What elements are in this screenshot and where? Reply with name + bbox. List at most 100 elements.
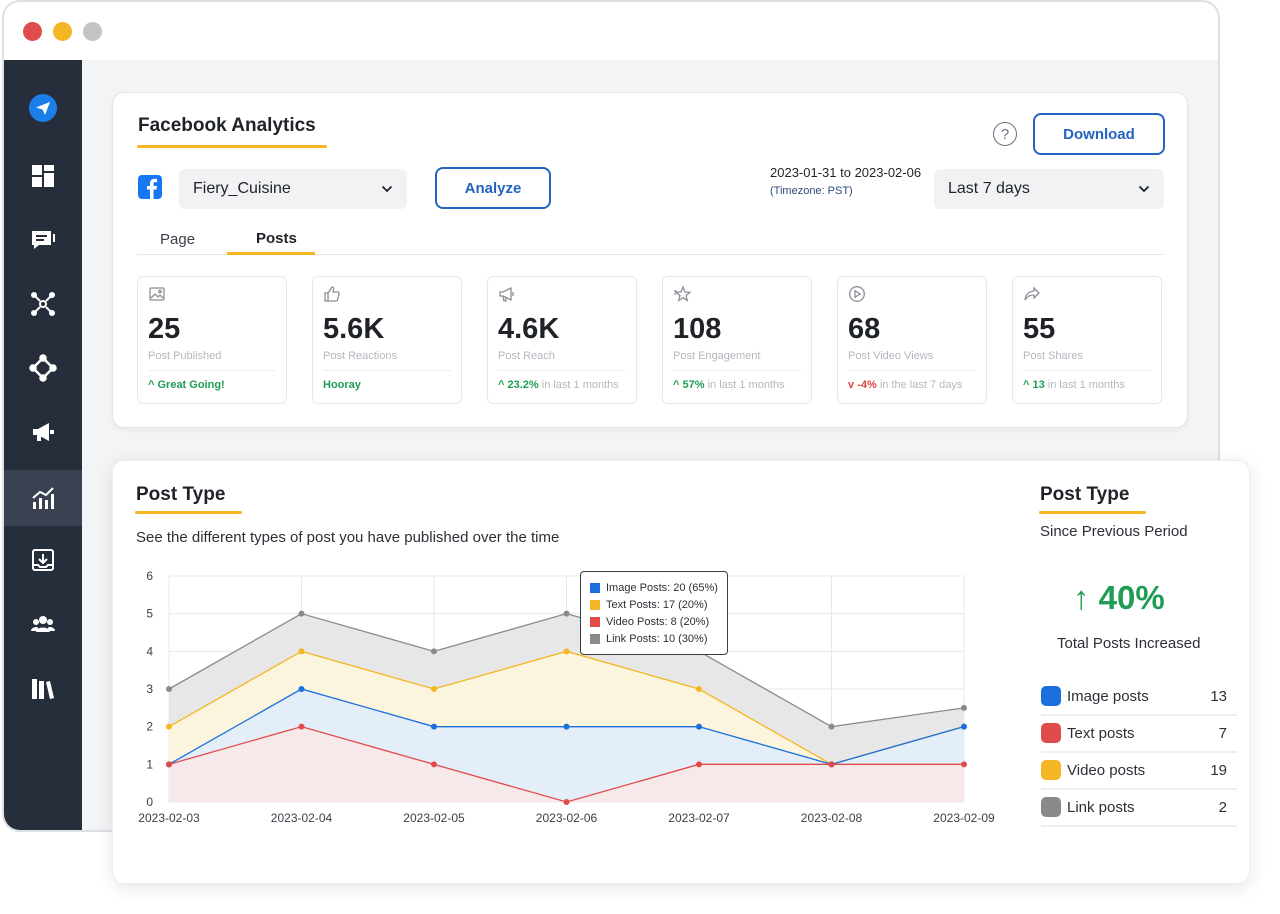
stat-trend: ^ 57% in last 1 months <box>673 379 785 391</box>
tooltip-video-posts: Video Posts: 8 (20%) <box>606 615 710 628</box>
y-tick-label: 3 <box>146 682 153 696</box>
video-posts-swatch <box>590 616 600 627</box>
post-type-area-chart: 0 1 2 3 4 5 6 2023-02-03 2023-02-04 2023-02-05 202… <box>138 569 995 825</box>
trend-up-icon: ^ <box>1023 379 1033 391</box>
megaphone-icon <box>498 285 516 303</box>
data-point <box>298 648 305 655</box>
stat-divider <box>323 370 451 371</box>
stat-value: 25 <box>148 313 181 345</box>
x-tick-label: 2023-02-06 <box>536 811 598 825</box>
analytics-icon[interactable] <box>4 470 82 526</box>
summary-legend-row: Text posts 7 <box>1041 717 1237 753</box>
legend-count: 19 <box>1210 762 1227 779</box>
facebook-analytics-card: Facebook Analytics ? Download Fiery_Cuis… <box>112 92 1188 428</box>
stat-trend: ^ 23.2% in last 1 months <box>498 379 619 391</box>
image-posts-swatch <box>590 582 600 593</box>
messages-icon[interactable] <box>4 212 82 268</box>
tab-posts[interactable]: Posts <box>256 230 297 247</box>
chart-tooltip: Image Posts: 20 (65%) Text Posts: 17 (20… <box>580 571 728 655</box>
x-tick-label: 2023-02-05 <box>403 811 465 825</box>
data-point <box>828 761 835 768</box>
chevron-down-icon <box>1138 185 1150 193</box>
stat-trend-text: in last 1 months <box>1047 379 1125 391</box>
stat-divider <box>148 370 276 371</box>
data-point <box>563 723 570 730</box>
minimize-window-button[interactable] <box>53 22 72 41</box>
x-tick-label: 2023-02-08 <box>801 811 863 825</box>
account-select[interactable]: Fiery_Cuisine <box>179 169 407 209</box>
stat-trend: ^ Great Going! <box>148 379 225 391</box>
library-books-icon[interactable] <box>4 660 82 716</box>
stat-card: 25 Post Published ^ Great Going! <box>137 276 287 404</box>
maximize-window-button[interactable] <box>83 22 102 41</box>
summary-legend-row: Video posts 19 <box>1041 754 1237 790</box>
account-select-value: Fiery_Cuisine <box>193 180 291 197</box>
stat-label: Post Published <box>148 350 222 362</box>
legend-name: Video posts <box>1067 762 1146 779</box>
x-tick-label: 2023-02-09 <box>933 811 995 825</box>
team-icon[interactable] <box>4 596 82 652</box>
logo-send-icon[interactable] <box>4 80 82 136</box>
data-point <box>166 686 172 692</box>
integrations-icon[interactable] <box>4 340 82 396</box>
stat-trend-value: 57% <box>682 379 705 391</box>
data-point <box>828 723 835 730</box>
data-point <box>298 723 305 730</box>
y-tick-label: 0 <box>146 795 153 809</box>
stat-card: 4.6K Post Reach ^ 23.2% in last 1 months <box>487 276 637 404</box>
data-point <box>696 723 702 730</box>
stat-divider <box>848 370 976 371</box>
campaigns-megaphone-icon[interactable] <box>4 404 82 460</box>
timezone-text: (Timezone: PST) <box>770 185 853 197</box>
tabs-divider <box>137 254 1165 255</box>
sidebar <box>4 60 82 830</box>
download-button[interactable]: Download <box>1033 113 1165 155</box>
legend-name: Image posts <box>1067 688 1149 705</box>
link-posts-swatch <box>590 633 600 644</box>
trend-up-icon: ^ <box>673 379 683 391</box>
data-point <box>961 761 967 768</box>
analyze-button[interactable]: Analyze <box>435 167 551 209</box>
stat-label: Post Engagement <box>673 350 761 362</box>
y-tick-label: 1 <box>146 757 153 771</box>
data-point <box>961 704 967 711</box>
trend-up-icon: ^ <box>148 379 158 391</box>
network-icon[interactable] <box>4 276 82 332</box>
y-tick-label: 2 <box>146 720 153 734</box>
title-underline <box>137 145 327 148</box>
stat-card: 55 Post Shares ^ 13 in last 1 months <box>1012 276 1162 404</box>
legend-swatch <box>1041 760 1061 780</box>
summary-legend-row: Image posts 13 <box>1041 680 1237 716</box>
series-area <box>169 726 964 802</box>
data-point <box>298 610 305 617</box>
period-select[interactable]: Last 7 days <box>934 169 1164 209</box>
y-tick-label: 5 <box>146 607 153 621</box>
data-point <box>166 761 172 768</box>
y-tick-label: 4 <box>146 644 153 658</box>
legend-count: 2 <box>1218 799 1227 816</box>
tooltip-link-posts: Link Posts: 10 (30%) <box>606 632 708 645</box>
dashboard-icon[interactable] <box>4 148 82 204</box>
post-type-title: Post Type <box>136 484 226 505</box>
title-bar <box>4 2 1218 60</box>
data-point <box>166 723 172 730</box>
x-tick-label: 2023-02-04 <box>271 811 333 825</box>
inbox-download-icon[interactable] <box>4 532 82 588</box>
summary-underline <box>1039 511 1146 514</box>
post-type-card: Post Type See the different types of pos… <box>112 460 1250 884</box>
trend-down-icon: v <box>848 379 858 391</box>
image-icon <box>148 285 166 303</box>
post-type-description: See the different types of post you have… <box>136 529 560 546</box>
stat-value: 108 <box>673 313 722 345</box>
page-title: Facebook Analytics <box>138 115 316 136</box>
stat-trend: Hooray <box>323 379 361 391</box>
tab-page[interactable]: Page <box>160 231 196 248</box>
close-window-button[interactable] <box>23 22 42 41</box>
tooltip-image-posts: Image Posts: 20 (65%) <box>606 581 718 594</box>
help-icon[interactable]: ? <box>993 122 1017 146</box>
stat-divider <box>673 370 801 371</box>
stat-label: Post Shares <box>1023 350 1083 362</box>
stat-card: 108 Post Engagement ^ 57% in last 1 months <box>662 276 812 404</box>
stat-label: Post Video Views <box>848 350 934 362</box>
data-point <box>431 723 437 730</box>
